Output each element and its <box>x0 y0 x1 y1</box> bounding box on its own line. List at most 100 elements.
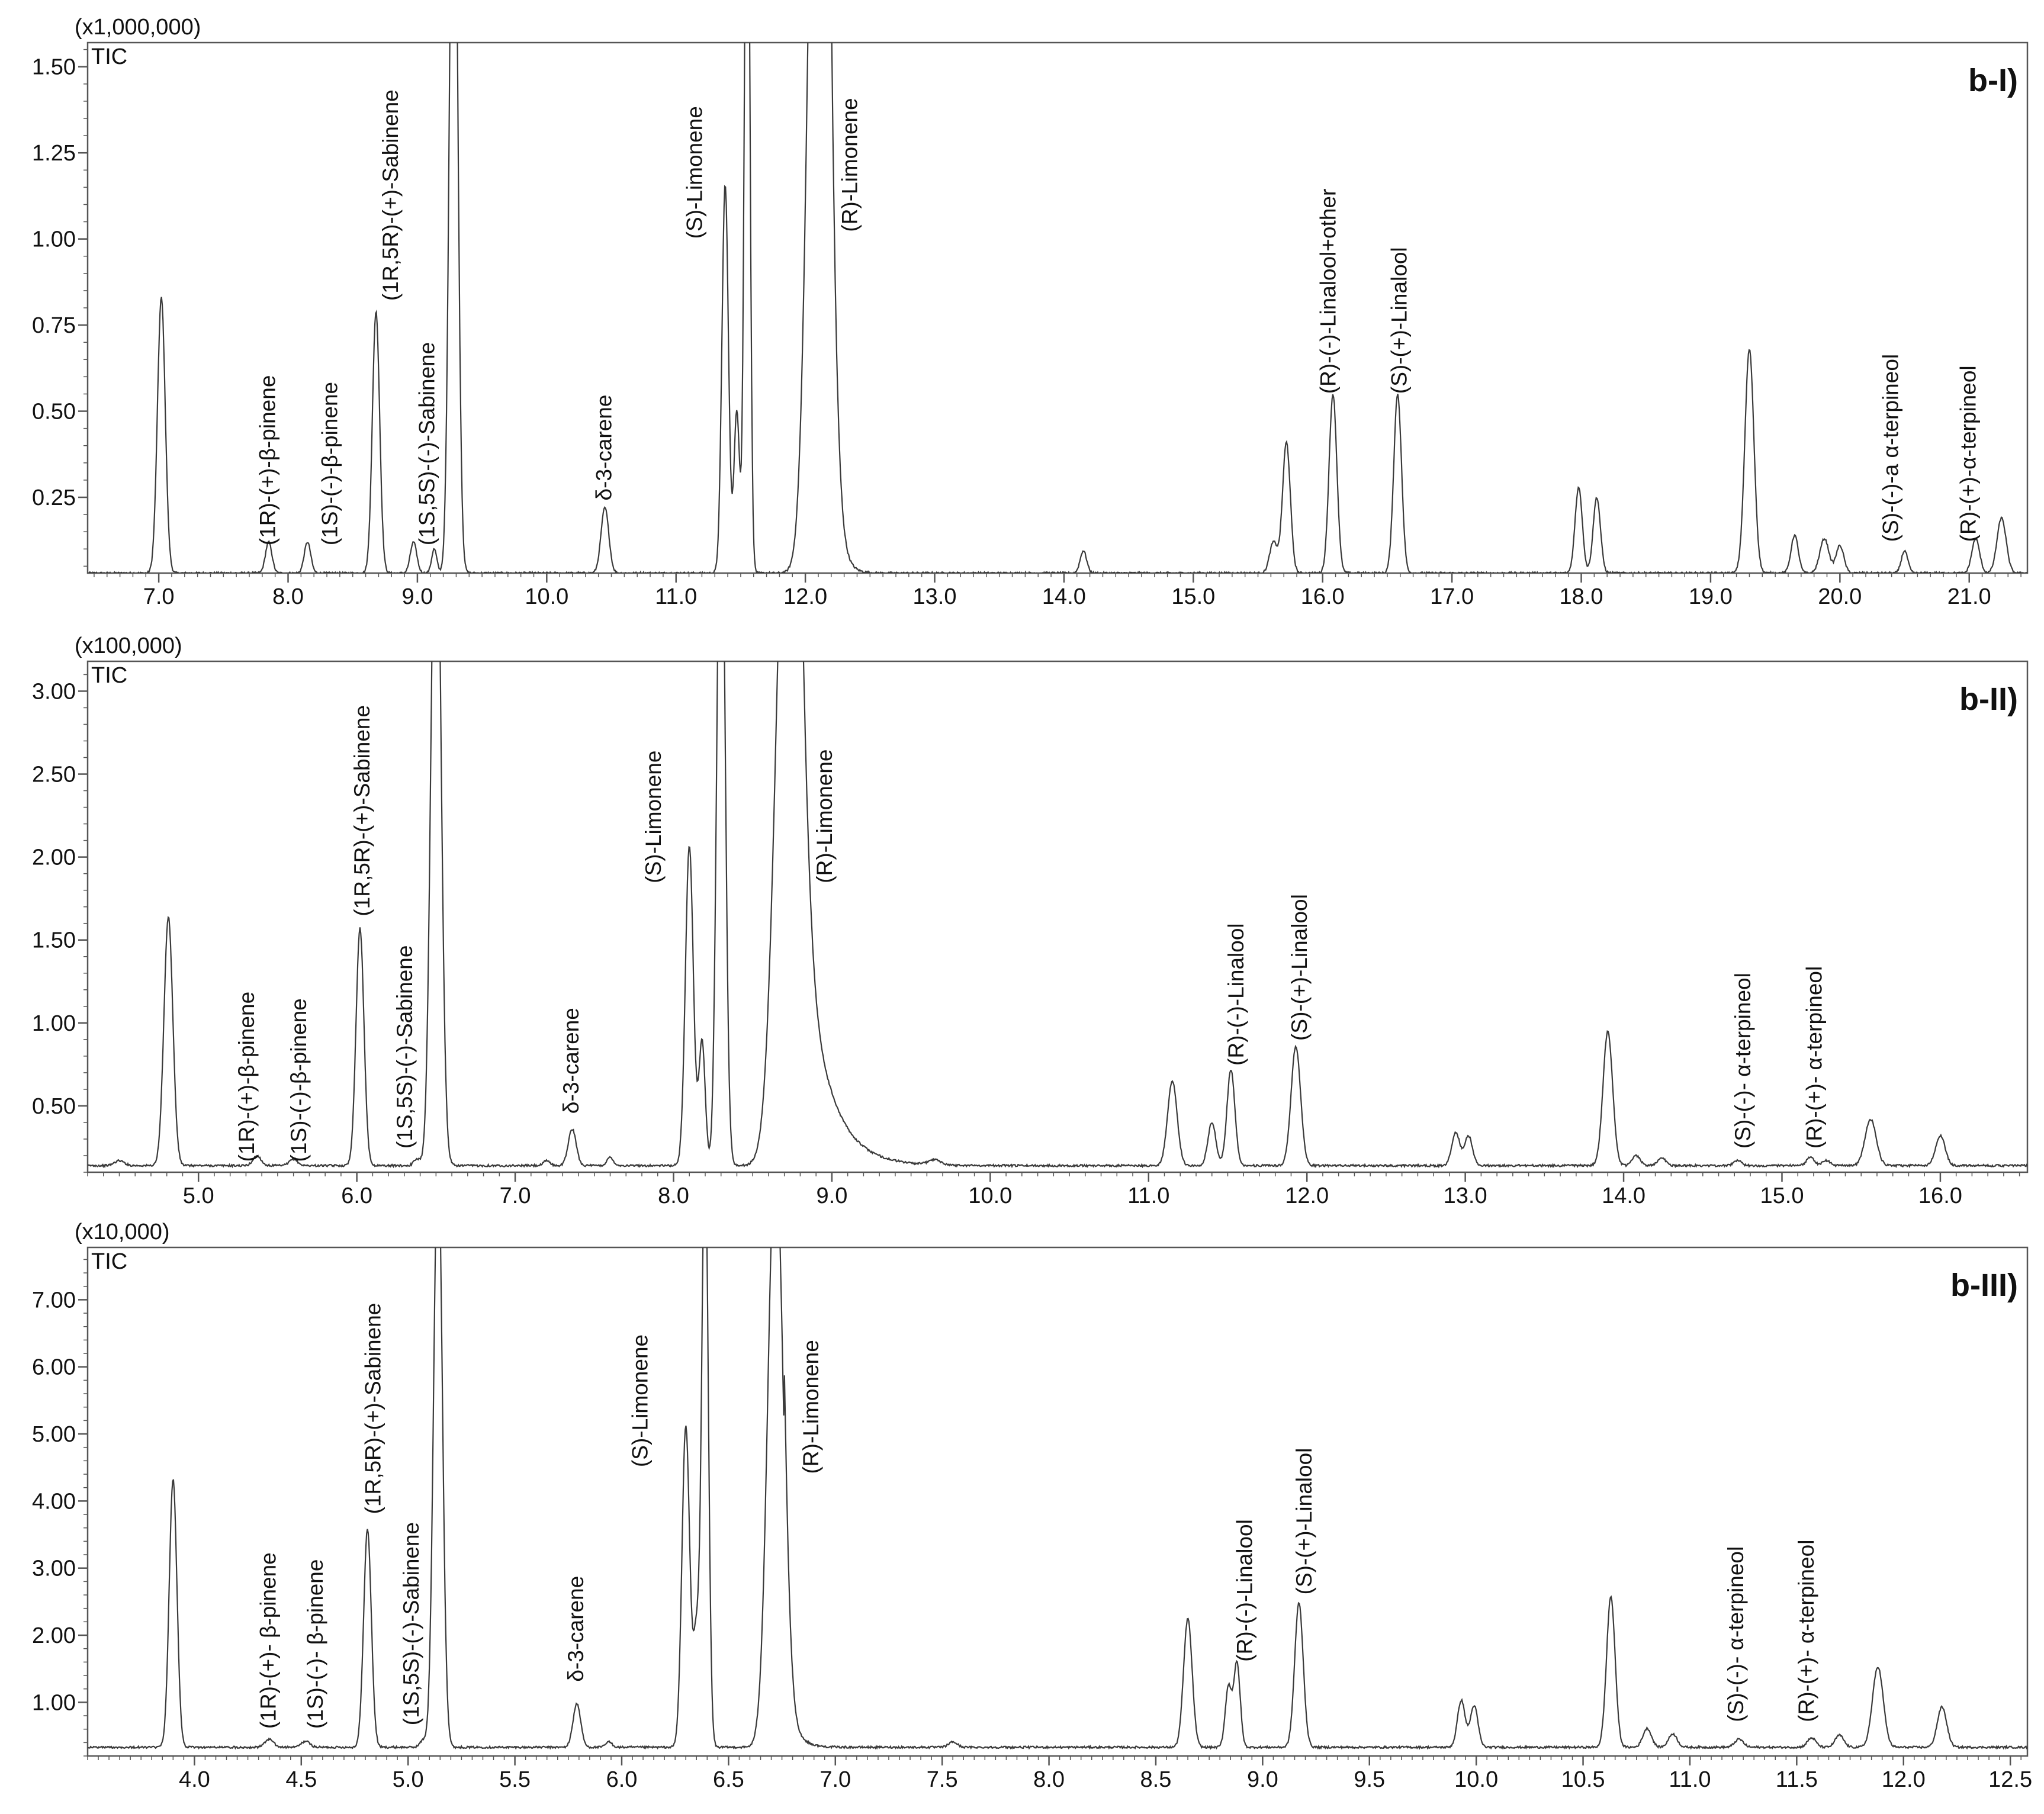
peak-annotation: (R)-Limonene <box>799 1340 823 1474</box>
x-tick-label: 12.5 <box>1988 1767 2032 1792</box>
y-tick-label: 3.00 <box>32 679 76 704</box>
y-tick-label: 5.00 <box>32 1422 76 1447</box>
x-tick-label: 7.5 <box>927 1767 958 1792</box>
x-tick-label: 4.5 <box>285 1767 317 1792</box>
x-tick-label: 8.0 <box>1033 1767 1065 1792</box>
tic-trace <box>88 661 2027 1169</box>
peak-annotation: (S)-(+)-Linalool <box>1287 894 1312 1041</box>
x-tick-label: 12.0 <box>1882 1767 1926 1792</box>
x-tick-label: 12.0 <box>1285 1183 1329 1208</box>
signal-label: TIC <box>91 1249 127 1274</box>
x-tick-label: 10.0 <box>525 584 568 609</box>
x-tick-label: 16.0 <box>1918 1183 1962 1208</box>
peak-annotation: (1S,5S)-(-)-Sabinene <box>399 1522 423 1725</box>
peak-annotation: (1R)-(+)-β-pinene <box>234 992 259 1162</box>
y-multiplier-label: (x100,000) <box>75 633 182 658</box>
x-tick-label: 6.0 <box>341 1183 372 1208</box>
chart-panel-1: 7.0 8.0 9.0 10.0 11.0 12.0 13.0 14.0 15.0 16.0 17.… <box>32 15 2029 609</box>
y-tick-label: 0.50 <box>32 1094 76 1119</box>
peak-annotation: (S)-(+)-Linalool <box>1292 1448 1316 1595</box>
peak-annotation: δ-3-carene <box>564 1576 588 1682</box>
peak-annotation: (1R,5R)-(+)-Sabinene <box>378 89 403 301</box>
x-tick-label: 18.0 <box>1560 584 1603 609</box>
x-tick-label: 11.5 <box>1776 1767 1818 1792</box>
x-tick-label: 15.0 <box>1760 1183 1804 1208</box>
x-tick-label: 7.0 <box>143 584 175 609</box>
x-tick-label: 13.0 <box>913 584 957 609</box>
x-tick-label: 21.0 <box>1947 584 1991 609</box>
y-tick-label: 0.50 <box>32 400 76 424</box>
y-tick-label: 2.00 <box>32 845 76 870</box>
peak-annotation: δ-3-carene <box>559 1008 583 1114</box>
x-tick-label: 9.5 <box>1354 1767 1385 1792</box>
peak-annotation: (R)-(-)-Linalool <box>1224 923 1248 1066</box>
x-tick-label: 5.0 <box>393 1767 424 1792</box>
signal-label: TIC <box>91 44 127 69</box>
peak-annotation: (R)-Limonene <box>838 98 862 231</box>
peak-annotation: (S)-Limonene <box>641 751 666 883</box>
x-tick-label: 8.0 <box>658 1183 689 1208</box>
y-tick-label: 0.75 <box>32 313 76 338</box>
y-tick-label: 6.00 <box>32 1355 76 1380</box>
x-tick-label: 14.0 <box>1042 584 1086 609</box>
x-tick-label: 12.0 <box>783 584 827 609</box>
y-tick-label: 0.25 <box>32 485 76 510</box>
x-tick-label: 11.0 <box>1127 1183 1169 1208</box>
y-multiplier-label: (x10,000) <box>75 1220 170 1244</box>
x-tick-label: 7.0 <box>500 1183 531 1208</box>
peak-annotation: (1S)-(-)- β-pinene <box>303 1559 327 1729</box>
x-tick-label: 19.0 <box>1689 584 1733 609</box>
peak-annotation: (1S,5S)-(-)-Sabinene <box>414 342 439 545</box>
panel-label: b-III) <box>1950 1268 2018 1303</box>
peak-annotation: (S)-(-)-a α-terpineol <box>1879 354 1903 542</box>
x-tick-label: 15.0 <box>1171 584 1215 609</box>
peak-annotation: (1R)-(+)-β-pinene <box>256 375 280 546</box>
peak-annotation: (S)-(-)- α-terpineol <box>1731 973 1755 1149</box>
x-tick-label: 10.0 <box>968 1183 1012 1208</box>
peak-annotation: δ-3-carene <box>592 395 616 501</box>
peak-annotation: (S)-Limonene <box>682 106 706 239</box>
tic-trace <box>88 43 2027 573</box>
peak-annotation: (1R,5R)-(+)-Sabinene <box>361 1303 385 1514</box>
x-tick-label: 10.0 <box>1454 1767 1498 1792</box>
y-tick-label: 1.50 <box>32 928 76 953</box>
x-tick-label: 5.0 <box>183 1183 214 1208</box>
signal-label: TIC <box>91 663 127 688</box>
x-tick-label: 6.0 <box>606 1767 638 1792</box>
x-tick-label: 13.0 <box>1444 1183 1487 1208</box>
y-tick-label: 1.00 <box>32 1690 76 1715</box>
y-tick-label: 2.00 <box>32 1623 76 1648</box>
peak-annotation: (1S,5S)-(-)-Sabinene <box>393 945 417 1149</box>
y-tick-label: 1.25 <box>32 141 76 166</box>
peak-annotation: (R)-Limonene <box>812 749 837 883</box>
peak-annotation: (1S)-(-)-β-pinene <box>317 382 342 545</box>
x-tick-label: 16.0 <box>1301 584 1345 609</box>
x-tick-label: 11.0 <box>1669 1767 1711 1792</box>
chart-panel-2: 5.0 6.0 7.0 8.0 9.0 10.0 11.0 12.0 13.0 14.0 15.0 1… <box>32 633 2029 1208</box>
y-tick-label: 1.50 <box>32 55 76 80</box>
peak-annotation: (R)-(-)-Linalool+other <box>1316 189 1341 394</box>
peak-annotation: (R)-(+)- α-terpineol <box>1794 1540 1818 1722</box>
x-tick-label: 7.0 <box>819 1767 851 1792</box>
x-tick-label: 8.0 <box>272 584 304 609</box>
y-tick-label: 1.00 <box>32 227 76 252</box>
peak-annotation: (R)-(-)-Linalool <box>1232 1519 1256 1662</box>
y-multiplier-label: (x1,000,000) <box>75 15 201 40</box>
panel-label: b-II) <box>1959 681 2018 717</box>
plot-frame <box>86 660 2029 1173</box>
x-tick-label: 4.0 <box>179 1767 210 1792</box>
x-tick-label: 8.5 <box>1140 1767 1172 1792</box>
peak-annotation: (R)-(+)- α-terpineol <box>1802 966 1826 1149</box>
x-tick-label: 20.0 <box>1818 584 1862 609</box>
x-tick-label: 9.0 <box>1247 1767 1278 1792</box>
x-tick-label: 9.0 <box>402 584 433 609</box>
x-tick-label: 9.0 <box>817 1183 848 1208</box>
x-tick-label: 5.5 <box>499 1767 531 1792</box>
tic-trace <box>88 1247 2027 1750</box>
peak-annotation: (R)-(+)-α-terpineol <box>1956 365 1981 542</box>
peak-annotation: (S)-(+)-Linalool <box>1387 247 1412 394</box>
x-tick-label: 17.0 <box>1430 584 1474 609</box>
panel-label: b-I) <box>1968 63 2018 98</box>
chart-panel-3: 4.0 4.5 5.0 5.5 6.0 6.5 7.0 7.5 8.0 8.5 9.0 9.5 10.0… <box>32 1220 2032 1792</box>
x-tick-label: 14.0 <box>1602 1183 1646 1208</box>
